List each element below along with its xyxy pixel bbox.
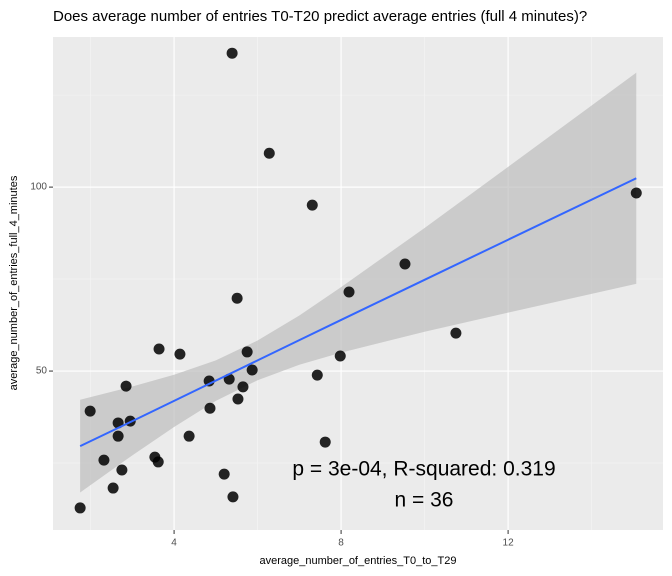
point bbox=[306, 199, 318, 211]
point bbox=[319, 436, 331, 448]
x-tick-label: 8 bbox=[338, 538, 344, 549]
point bbox=[107, 482, 119, 494]
x-axis-label: average_number_of_entries_T0_to_T29 bbox=[260, 555, 457, 567]
point bbox=[311, 369, 323, 381]
point bbox=[237, 381, 249, 393]
x-tick-label: 4 bbox=[171, 538, 177, 549]
y-tick-label: 50 bbox=[36, 366, 48, 377]
point bbox=[84, 405, 96, 417]
point bbox=[98, 454, 110, 466]
point bbox=[204, 402, 216, 414]
point bbox=[334, 350, 346, 362]
y-tick-label: 100 bbox=[30, 182, 47, 193]
point bbox=[450, 327, 462, 339]
point bbox=[399, 258, 411, 270]
point bbox=[231, 292, 243, 304]
point bbox=[74, 502, 86, 514]
chart-title: Does average number of entries T0-T20 pr… bbox=[53, 8, 587, 25]
point bbox=[227, 491, 239, 503]
point bbox=[153, 343, 165, 355]
point bbox=[226, 47, 238, 59]
point bbox=[120, 380, 132, 392]
point bbox=[203, 375, 215, 387]
annotation: n = 36 bbox=[395, 489, 454, 512]
y-axis-label: average_number_of_entries_full_4_minutes bbox=[8, 175, 20, 390]
point bbox=[263, 147, 275, 159]
point bbox=[218, 468, 230, 480]
x-tick-label: 12 bbox=[503, 538, 515, 549]
point bbox=[246, 364, 258, 376]
point bbox=[112, 430, 124, 442]
point bbox=[152, 456, 164, 468]
point bbox=[174, 348, 186, 360]
point bbox=[116, 464, 128, 476]
point bbox=[343, 286, 355, 298]
regression-line bbox=[79, 177, 637, 448]
annotation: p = 3e-04, R-squared: 0.319 bbox=[292, 458, 555, 481]
point bbox=[232, 393, 244, 405]
confidence-band bbox=[80, 72, 637, 493]
point bbox=[241, 346, 253, 358]
point bbox=[183, 430, 195, 442]
point bbox=[630, 187, 642, 199]
